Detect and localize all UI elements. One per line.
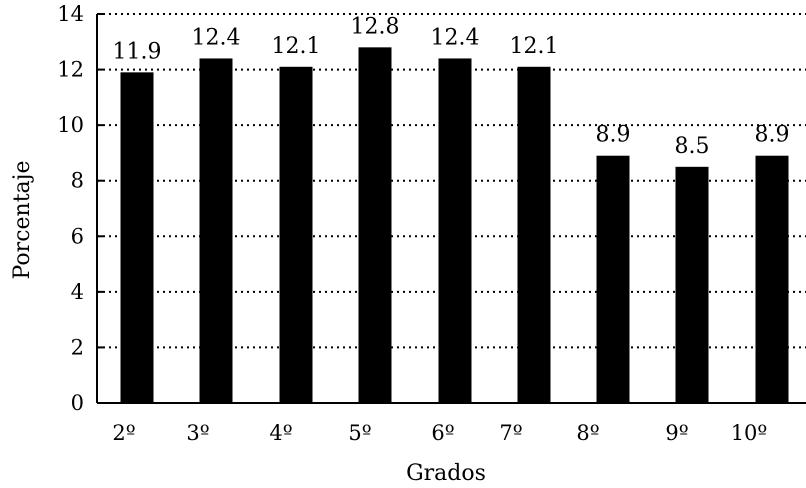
y-tick-label: 14 [57, 2, 84, 26]
bars [120, 47, 789, 404]
data-label: 8.9 [596, 123, 631, 148]
bar [675, 166, 709, 403]
bar [438, 58, 472, 403]
y-tick-labels: 0 2 4 6 8 10 12 14 [57, 2, 84, 415]
x-tick-label: 3º [186, 421, 209, 445]
x-tick-label: 8º [576, 421, 599, 445]
y-tick-label: 10 [57, 113, 84, 137]
x-tick-label: 2º [112, 421, 135, 445]
x-tick-label: 5º [348, 421, 371, 445]
y-tick-label: 8 [71, 169, 84, 193]
bar [358, 47, 392, 403]
y-tick-label: 6 [71, 224, 84, 248]
data-label: 12.4 [431, 25, 480, 50]
y-axis-title: Porcentaje [10, 161, 35, 280]
bar [199, 58, 233, 403]
data-label: 8.9 [755, 123, 790, 148]
x-tick-label: 10º [731, 421, 768, 445]
x-axis-title: Grados [406, 461, 486, 486]
y-tick-label: 0 [71, 391, 84, 415]
bar [596, 155, 630, 403]
data-label: 8.5 [675, 134, 710, 159]
bar [755, 155, 789, 403]
y-tick-label: 12 [57, 58, 84, 82]
data-label: 12.4 [192, 25, 241, 50]
data-label: 12.8 [351, 14, 400, 39]
data-label: 12.1 [272, 34, 321, 59]
x-tick-label: 9º [665, 421, 688, 445]
bar [279, 66, 313, 404]
axes [96, 14, 806, 404]
x-tick-labels: 2º 3º 4º 5º 6º 7º 8º 9º 10º [112, 421, 767, 445]
x-tick-label: 7º [499, 421, 522, 445]
data-labels: 11.9 12.4 12.1 12.8 12.4 12.1 8.9 8.5 8.9 [113, 14, 790, 158]
y-tick-label: 2 [71, 335, 84, 359]
data-label: 11.9 [113, 39, 162, 64]
x-tick-label: 4º [269, 421, 292, 445]
bar [120, 72, 154, 403]
x-tick-label: 6º [431, 421, 454, 445]
y-tick-label: 4 [71, 280, 84, 304]
data-label: 12.1 [510, 34, 559, 59]
bar [517, 66, 551, 404]
